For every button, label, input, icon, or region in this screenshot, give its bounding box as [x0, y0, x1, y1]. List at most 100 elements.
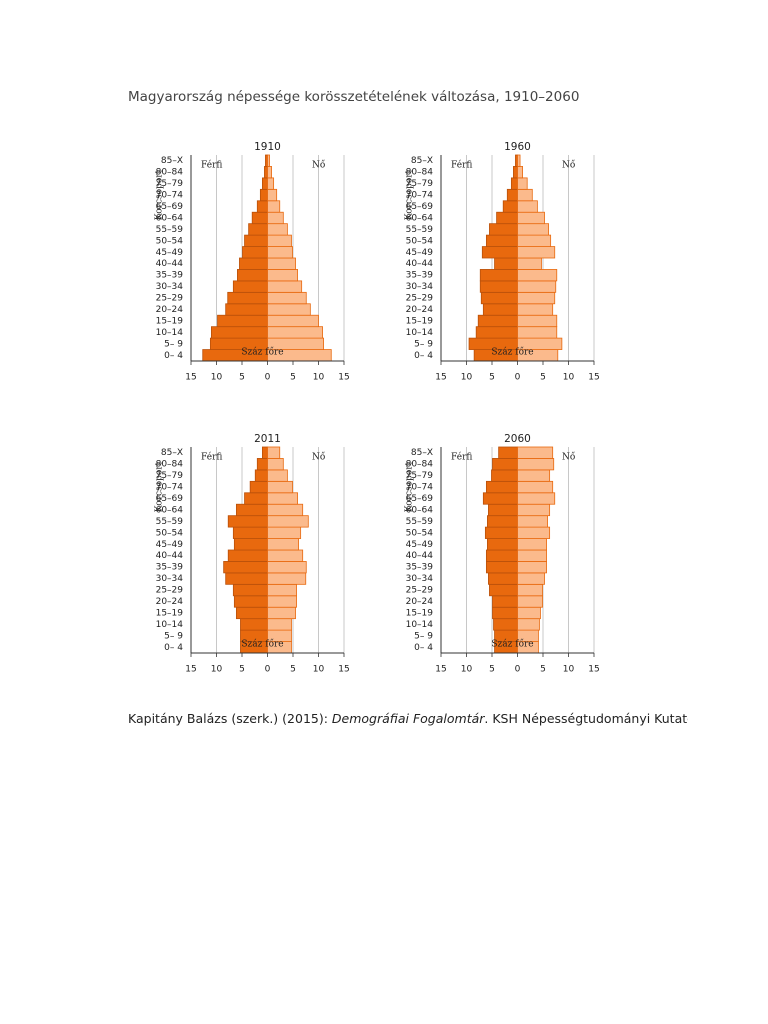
y-tick-label: 75–79 — [406, 179, 434, 189]
bar-male — [256, 458, 268, 471]
bar-female — [517, 606, 541, 620]
y-tick-label: 75–79 — [406, 471, 434, 481]
y-tick-label: 20–24 — [406, 305, 434, 315]
bar-male — [492, 458, 518, 471]
chart-title: 2060 — [504, 433, 531, 445]
bar-male — [496, 211, 518, 225]
x-tick-label: 5 — [540, 665, 546, 675]
bar-male — [259, 188, 268, 202]
bar-female — [517, 211, 545, 225]
y-tick-label: 45–49 — [406, 248, 434, 258]
bar-male — [488, 503, 518, 517]
bar-male — [510, 177, 518, 190]
x-tick-label: 10 — [563, 373, 575, 383]
y-tick-label: 5– 9 — [164, 339, 183, 349]
x-tick-label: 5 — [290, 373, 296, 383]
bar-female — [267, 234, 292, 247]
bar-male — [482, 492, 518, 505]
bar-male — [481, 246, 518, 259]
y-axis-label: Korcsoport — [155, 169, 165, 220]
bar-female — [517, 446, 554, 459]
bar-female — [267, 561, 307, 574]
y-tick-label: 55–59 — [406, 225, 434, 235]
bar-female — [267, 303, 311, 316]
y-tick-label: 30–34 — [156, 282, 184, 292]
bar-female — [267, 583, 297, 597]
bar-female — [267, 269, 298, 282]
legend-male: Férfi — [201, 452, 222, 463]
bar-female — [267, 538, 300, 551]
y-tick-label: 70–74 — [406, 483, 434, 493]
y-tick-label: 25–29 — [406, 586, 434, 596]
bar-male — [485, 234, 518, 247]
y-tick-label: 80–84 — [156, 460, 184, 470]
bar-female — [517, 526, 551, 539]
bar-male — [235, 503, 268, 517]
bar-male — [235, 606, 268, 620]
y-tick-label: 45–49 — [156, 248, 184, 258]
bar-male — [239, 257, 268, 270]
y-axis-label: Korcsoport — [405, 169, 415, 220]
bar-female — [517, 583, 543, 597]
bar-female — [267, 480, 293, 494]
bar-male — [237, 269, 268, 282]
bar-male — [482, 303, 518, 316]
bar-female — [267, 458, 284, 471]
bar-female — [267, 595, 297, 608]
y-tick-label: 35–39 — [156, 271, 184, 281]
bar-male — [494, 257, 518, 270]
bar-female — [517, 177, 528, 190]
bar-male — [217, 314, 268, 328]
bar-female — [517, 291, 556, 305]
y-tick-label: 25–29 — [156, 586, 184, 596]
bar-female — [267, 492, 298, 505]
x-tick-label: 5 — [489, 373, 495, 383]
bar-male — [485, 549, 518, 562]
bar-female — [267, 314, 319, 328]
source-work: Demográfiai Fogalomtár — [331, 711, 485, 726]
y-tick-label: 10–14 — [156, 620, 184, 630]
x-tick-label: 10 — [563, 665, 575, 675]
y-tick-label: 50–54 — [406, 236, 434, 246]
y-tick-label: 10–14 — [406, 328, 434, 338]
bar-male — [513, 166, 518, 179]
bar-male — [227, 291, 268, 305]
x-tick-label: 10 — [313, 665, 325, 675]
bar-male — [244, 492, 268, 505]
x-tick-label: 15 — [338, 373, 349, 383]
y-tick-label: 40–44 — [156, 551, 184, 561]
bar-female — [517, 314, 558, 328]
bar-male — [254, 469, 268, 482]
bar-female — [267, 257, 296, 270]
bar-male — [477, 314, 518, 328]
legend-female: Nő — [312, 452, 325, 463]
chart-title: 1910 — [254, 141, 281, 153]
bar-female — [267, 223, 288, 236]
bar-male — [489, 223, 518, 236]
x-tick-label: 5 — [290, 665, 296, 675]
bar-female — [517, 280, 557, 293]
bar-male — [244, 234, 268, 247]
y-tick-label: 10–14 — [156, 328, 184, 338]
y-tick-label: 30–34 — [406, 282, 434, 292]
y-tick-label: 45–49 — [406, 540, 434, 550]
bar-female — [517, 234, 552, 247]
bar-male — [232, 583, 268, 597]
source-line: Kapitány Balázs (szerk.) (2015): Demográ… — [128, 711, 688, 726]
y-tick-label: 30–34 — [156, 574, 184, 584]
x-tick-label: 10 — [211, 373, 223, 383]
y-tick-label: 45–49 — [156, 540, 184, 550]
bar-female — [267, 446, 281, 459]
legend-female: Nő — [562, 160, 575, 171]
bar-female — [517, 257, 542, 270]
y-axis-label: Korcsoport — [155, 461, 165, 512]
x-tick-label: 15 — [338, 665, 349, 675]
bar-male — [485, 561, 518, 574]
bar-female — [267, 469, 288, 482]
x-axis-label: Száz főre — [491, 347, 533, 358]
y-tick-label: 30–34 — [406, 574, 434, 584]
bar-male — [491, 469, 518, 482]
x-axis-label: Száz főre — [241, 639, 283, 650]
bar-female — [267, 188, 278, 202]
